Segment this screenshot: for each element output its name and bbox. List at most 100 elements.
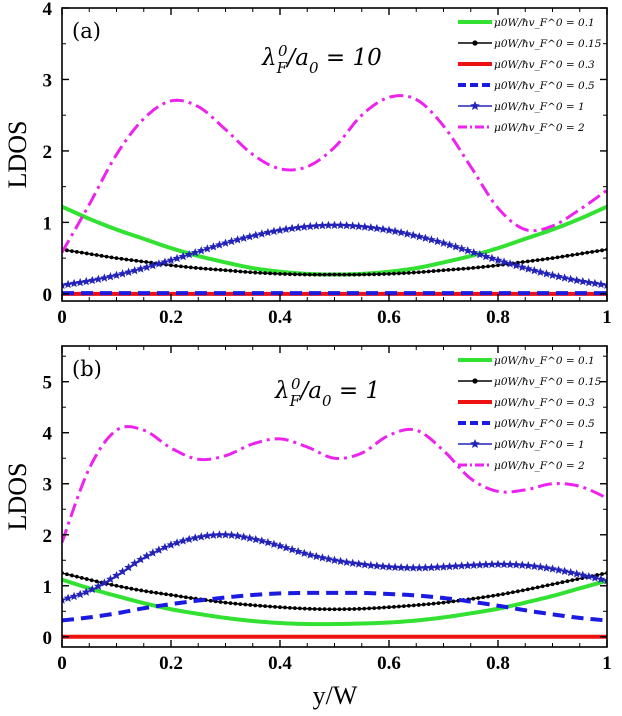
data-point	[511, 560, 521, 569]
data-point	[396, 562, 406, 572]
data-point	[311, 551, 321, 561]
data-point	[520, 260, 525, 264]
data-point	[565, 579, 570, 584]
panel-b-tick-labels: 0 0.2 0.4 0.6 0.8 1 0 1 2 3 4 5	[43, 373, 612, 674]
data-point	[130, 558, 140, 568]
data-point	[223, 600, 228, 605]
data-point	[322, 272, 327, 277]
data-point	[164, 592, 168, 597]
data-point	[172, 253, 182, 263]
data-point	[263, 227, 273, 237]
data-point	[487, 253, 497, 263]
y-tick-label: 4	[43, 0, 53, 20]
data-point	[366, 560, 376, 570]
data-point	[382, 605, 386, 610]
data-point	[540, 584, 545, 589]
data-point	[499, 559, 509, 569]
data-point	[196, 532, 206, 541]
data-point	[233, 235, 242, 244]
data-point	[228, 601, 233, 606]
data-point	[486, 594, 490, 599]
data-point	[251, 230, 261, 239]
data-point	[580, 251, 585, 256]
data-point	[590, 573, 600, 582]
data-point	[114, 583, 119, 588]
data-point	[491, 593, 495, 598]
data-point	[154, 590, 159, 595]
data-point	[74, 574, 79, 579]
data-point	[536, 267, 545, 276]
data-point	[545, 583, 550, 588]
x-tick-label: 0.2	[159, 653, 183, 674]
data-point	[566, 567, 576, 577]
y-tick-label: 3	[43, 70, 53, 91]
data-point	[357, 272, 362, 277]
data-point	[360, 222, 370, 231]
data-point	[575, 577, 580, 582]
data-point	[406, 270, 411, 275]
data-point	[134, 587, 139, 592]
data-point	[515, 589, 520, 594]
data-point	[119, 256, 124, 261]
legend-label-2: μ0W/ħv_F^0 = 0.3	[494, 59, 595, 71]
data-point	[402, 229, 412, 238]
data-point	[159, 591, 163, 596]
data-point	[292, 272, 297, 277]
data-point	[529, 561, 539, 571]
data-point	[89, 252, 94, 257]
data-point	[416, 270, 421, 275]
legend-label-1: μ0W/ħv_F^0 = 0.15	[494, 376, 602, 388]
data-point	[510, 590, 515, 595]
data-point	[421, 269, 426, 274]
data-point	[433, 236, 442, 246]
data-point	[327, 272, 332, 277]
data-point	[112, 570, 121, 580]
data-point	[269, 226, 279, 236]
data-point	[258, 603, 263, 608]
data-point	[595, 249, 599, 254]
data-point	[520, 588, 525, 593]
data-point	[362, 272, 367, 277]
data-point	[299, 222, 309, 231]
data-point	[542, 563, 551, 572]
legend-label-5: μ0W/ħv_F^0 = 2	[494, 122, 585, 134]
data-point	[322, 607, 327, 612]
data-point	[491, 263, 495, 268]
data-point	[517, 262, 527, 272]
data-point	[523, 264, 533, 273]
data-point	[248, 270, 253, 275]
data-point	[183, 265, 188, 269]
data-point	[188, 265, 193, 270]
data-point	[457, 561, 467, 570]
data-point	[166, 255, 176, 264]
data-point	[130, 266, 140, 275]
data-point	[411, 603, 416, 608]
data-point	[144, 589, 149, 594]
data-point	[560, 254, 565, 259]
data-point	[174, 593, 178, 598]
data-point	[215, 530, 224, 539]
data-point	[420, 563, 430, 572]
data-point	[213, 267, 218, 272]
data-point	[441, 268, 446, 273]
data-point	[184, 249, 194, 259]
data-point	[283, 605, 287, 610]
data-point	[565, 253, 570, 258]
data-point	[154, 545, 164, 554]
data-point	[336, 556, 345, 566]
data-point	[227, 236, 236, 246]
data-point	[65, 248, 69, 253]
data-point	[554, 565, 563, 574]
data-point	[481, 560, 491, 569]
panel-b-legend: μ0W/ħv_F^0 = 0.1 μ0W/ħv_F^0 = 0.15 μ0W/ħv_…	[458, 355, 602, 472]
data-point	[69, 278, 79, 288]
data-point	[392, 604, 396, 609]
data-point	[436, 268, 441, 273]
data-point	[70, 573, 74, 578]
data-point	[221, 238, 230, 247]
data-point	[476, 596, 481, 600]
data-point	[124, 267, 133, 276]
data-point	[124, 585, 129, 590]
data-point	[307, 606, 312, 611]
data-point	[169, 593, 173, 597]
